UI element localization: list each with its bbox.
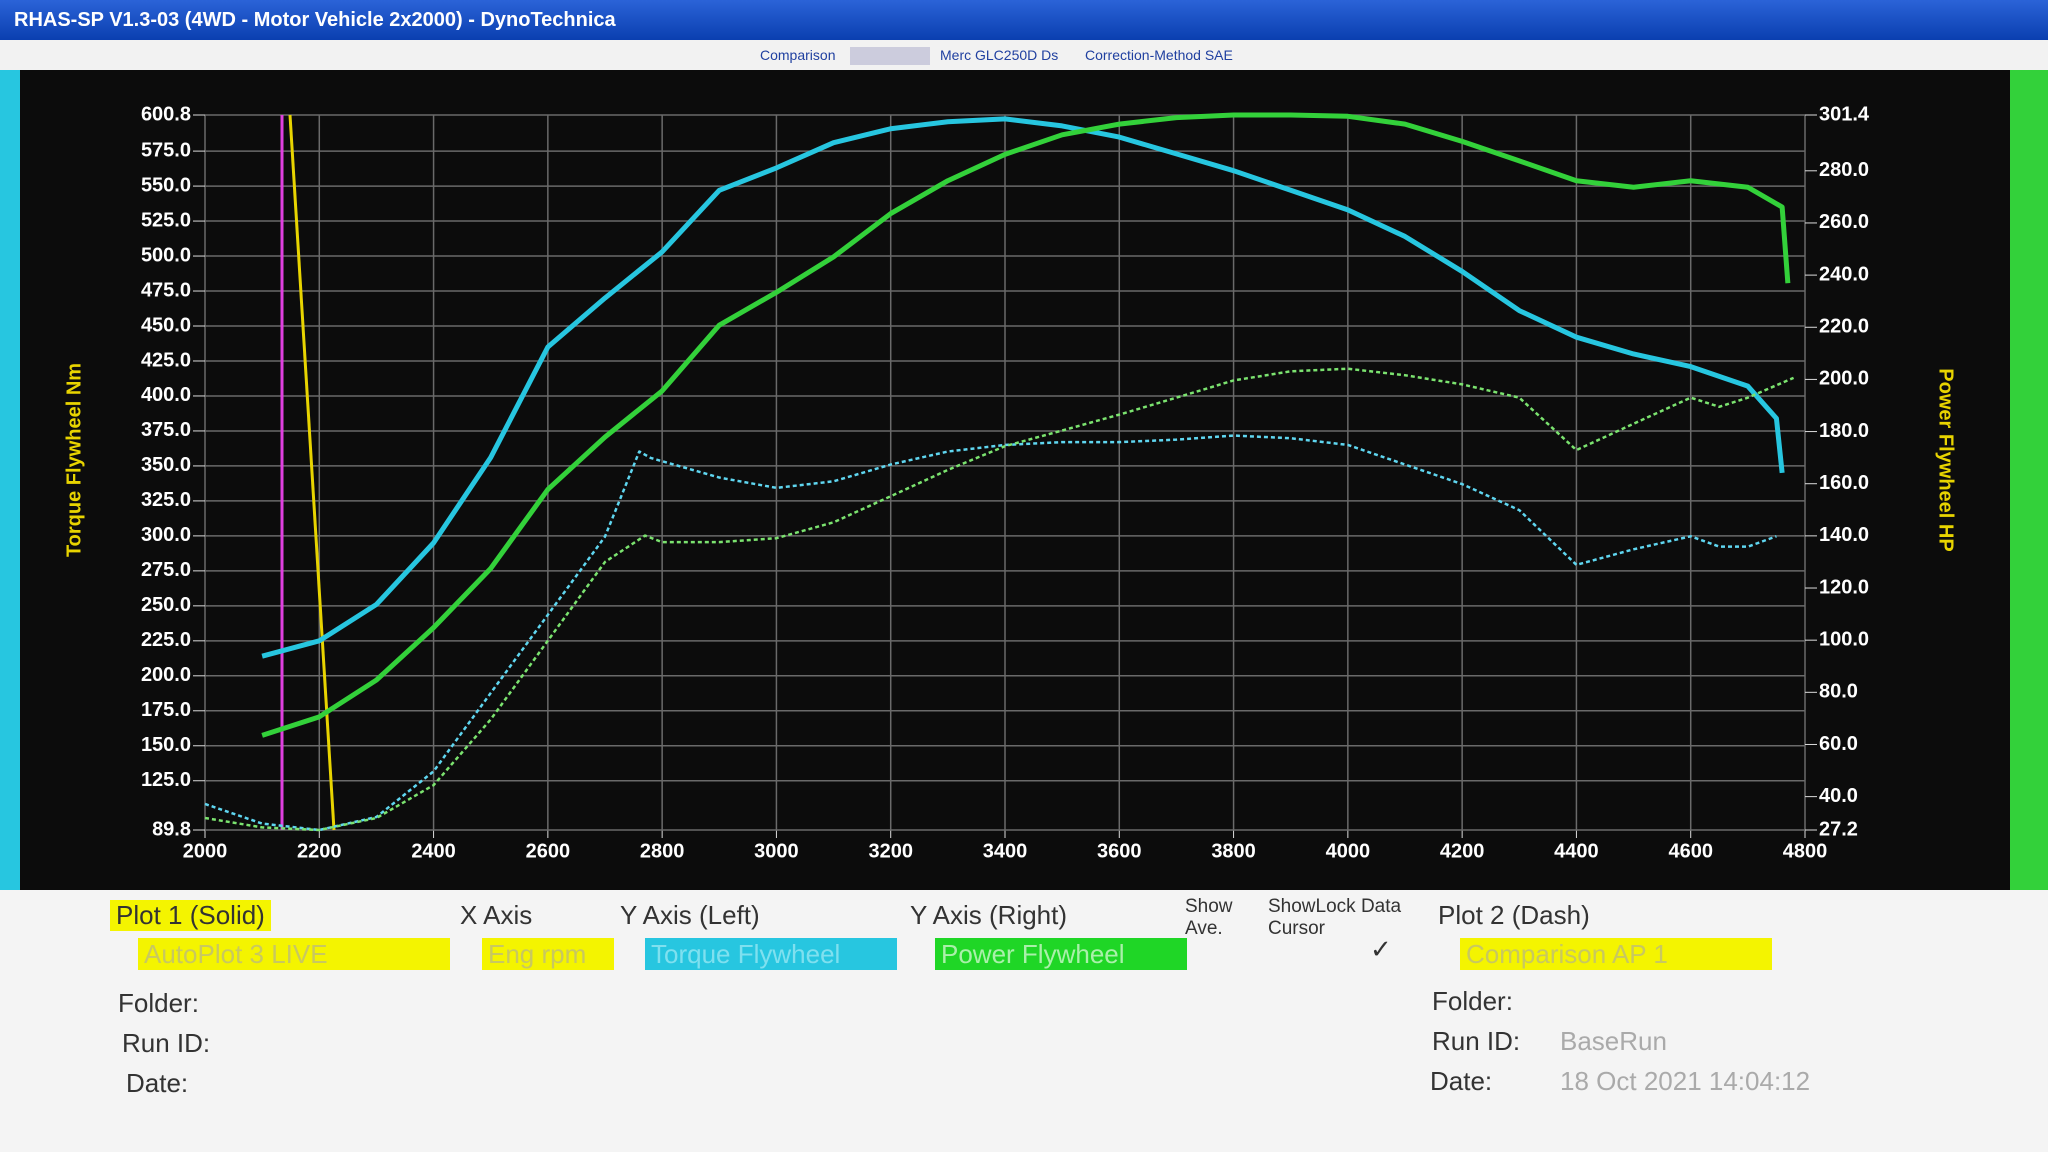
y2-tick-label: 27.2 (1819, 818, 1858, 840)
left-strip (0, 70, 20, 890)
y2-tick-label: 100.0 (1819, 628, 1869, 650)
chart: Torque Flywheel Nm Power Flywheel HP 200… (0, 70, 2048, 890)
x-tick-label: 3600 (1097, 840, 1142, 862)
series-line (261, 116, 1785, 659)
title-bar: RHAS-SP V1.3-03 (4WD - Motor Vehicle 2x2… (0, 0, 2048, 40)
x-tick-label: 4600 (1668, 840, 1713, 862)
y-tick-label: 275.0 (141, 559, 191, 581)
y2-tick-label: 280.0 (1819, 159, 1869, 181)
y-tick-label: 600.8 (141, 103, 191, 125)
y2-tick-label: 301.4 (1819, 103, 1870, 125)
y-tick-label: 475.0 (141, 279, 191, 301)
comparison-label: Comparison (760, 47, 836, 63)
date-label: Date: (126, 1068, 189, 1098)
x-axis-label: X Axis (460, 900, 533, 930)
y-tick-label: 175.0 (141, 699, 191, 721)
plot1-label: Plot 1 (Solid) (110, 900, 271, 931)
x-tick-label: 2400 (411, 840, 456, 862)
blurred-field (850, 47, 930, 65)
y-tick-label: 450.0 (141, 314, 191, 336)
y2-tick-label: 60.0 (1819, 733, 1858, 755)
y-tick-label: 550.0 (141, 174, 191, 196)
y-tick-label: 525.0 (141, 209, 191, 231)
y-left-select[interactable]: Torque Flywheel (645, 938, 897, 970)
y2-axis-label: Power Flywheel HP (1935, 368, 1957, 551)
header: Comparison Merc GLC250D Ds Correction-Me… (0, 40, 2048, 70)
y-tick-label: 200.0 (141, 664, 191, 686)
y2-tick-label: 200.0 (1819, 368, 1869, 390)
x-tick-label: 3200 (868, 840, 913, 862)
y-tick-label: 89.8 (152, 818, 191, 840)
y2-tick-label: 40.0 (1819, 785, 1858, 807)
control-panel: Plot 1 (Solid) X Axis Y Axis (Left) Y Ax… (0, 890, 2048, 1152)
x-tick-label: 2200 (297, 840, 342, 862)
y-axis-label: Torque Flywheel Nm (63, 363, 85, 557)
x-tick-label: 3400 (983, 840, 1028, 862)
y2-tick-label: 240.0 (1819, 263, 1869, 285)
series-line (204, 367, 1795, 832)
y-tick-label: 150.0 (141, 734, 191, 756)
runid-label: Run ID: (122, 1028, 211, 1058)
plot1-select[interactable]: AutoPlot 3 LIVE (138, 938, 450, 970)
y-tick-label: 425.0 (141, 349, 191, 371)
y-tick-label: 400.0 (141, 384, 191, 406)
folder-label: Folder: (118, 988, 199, 1018)
x-tick-label: 4400 (1554, 840, 1599, 862)
y-tick-label: 375.0 (141, 419, 191, 441)
y-tick-label: 325.0 (141, 489, 191, 511)
y-tick-label: 125.0 (141, 769, 191, 791)
date-label: Date: (1430, 1066, 1493, 1096)
y-right-label: Y Axis (Right) (910, 900, 1068, 930)
y-tick-label: 225.0 (141, 629, 191, 651)
showlock-cursor[interactable]: ShowLock Data Cursor (1268, 896, 1402, 939)
x-tick-label: 3800 (1211, 840, 1256, 862)
checkmark[interactable]: ✓ (1370, 934, 1392, 964)
y2-tick-label: 80.0 (1819, 681, 1858, 703)
runid-value: BaseRun (1560, 1026, 1667, 1056)
plot2-select[interactable]: Comparison AP 1 (1460, 938, 1772, 970)
y-tick-label: 250.0 (141, 594, 191, 616)
right-strip (2010, 70, 2048, 890)
y-left-label: Y Axis (Left) (620, 900, 760, 930)
y2-tick-label: 140.0 (1819, 524, 1869, 546)
x-tick-label: 2600 (526, 840, 571, 862)
plot-background (0, 70, 2048, 890)
y-right-select[interactable]: Power Flywheel (935, 938, 1187, 970)
plot2-label: Plot 2 (Dash) (1438, 900, 1590, 930)
date-value: 18 Oct 2021 14:04:12 (1560, 1066, 1811, 1096)
x-tick-label: 4200 (1440, 840, 1485, 862)
x-tick-label: 2800 (640, 840, 685, 862)
y2-tick-label: 220.0 (1819, 316, 1869, 338)
y2-tick-label: 120.0 (1819, 576, 1869, 598)
y-tick-label: 500.0 (141, 244, 191, 266)
y-tick-label: 575.0 (141, 139, 191, 161)
x-select[interactable]: Eng rpm (482, 938, 614, 970)
x-tick-label: 4800 (1783, 840, 1828, 862)
y2-tick-label: 180.0 (1819, 420, 1869, 442)
y-tick-label: 350.0 (141, 454, 191, 476)
correction: Correction-Method SAE (1085, 47, 1233, 63)
vehicle: Merc GLC250D Ds (940, 47, 1059, 63)
x-tick-label: 4000 (1326, 840, 1371, 862)
series-line (204, 434, 1777, 832)
x-tick-label: 2000 (183, 840, 228, 862)
series-line (261, 112, 1791, 738)
folder-label: Folder: (1432, 986, 1513, 1016)
x-tick-label: 3000 (754, 840, 799, 862)
y2-tick-label: 260.0 (1819, 211, 1869, 233)
runid-label: Run ID: (1432, 1026, 1521, 1056)
y-tick-label: 300.0 (141, 524, 191, 546)
show-ave[interactable]: Show Ave. (1185, 896, 1233, 939)
y2-tick-label: 160.0 (1819, 472, 1869, 494)
